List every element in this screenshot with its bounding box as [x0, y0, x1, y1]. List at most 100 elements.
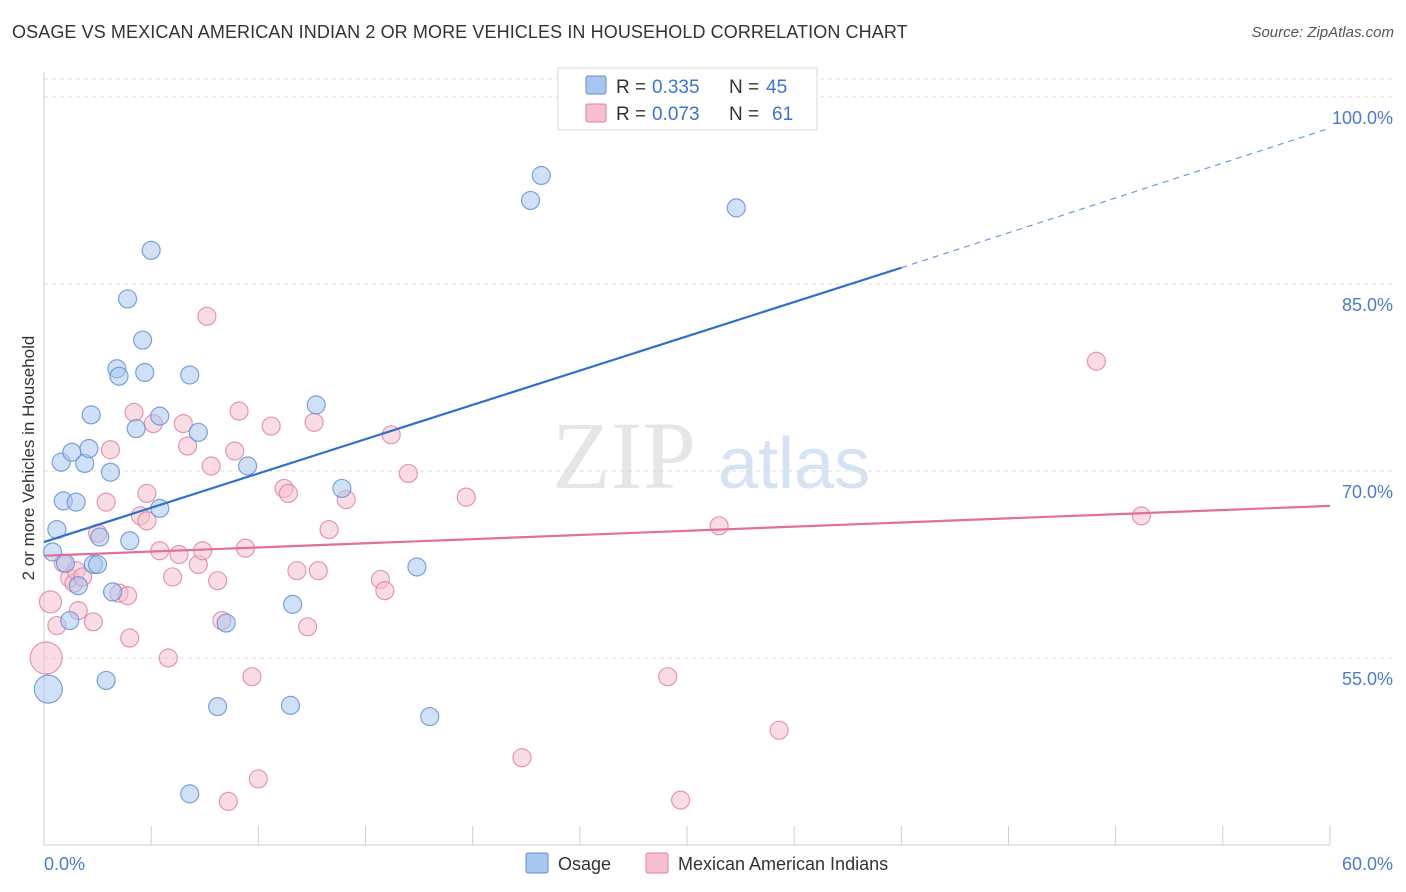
mexican-american-indians-trend-line: [43, 504, 1331, 557]
osage-point: [132, 330, 153, 350]
legend-n-value-osage: 45: [766, 77, 787, 98]
mexican-american-indians-point: [137, 483, 157, 504]
mexican-american-indians-point: [208, 571, 228, 591]
osage-point: [188, 422, 208, 442]
osage-point: [135, 362, 155, 383]
osage-point: [102, 582, 123, 602]
legend-r-label-mex: R =: [616, 104, 646, 125]
osage-point: [180, 365, 200, 385]
legend-n-label-mex: N =: [729, 104, 759, 125]
legend-r-value-mex: 0.073: [652, 104, 700, 125]
series-osage: [33, 165, 746, 804]
legend-n-label-osage: N =: [729, 77, 759, 98]
mexican-american-indians-point: [456, 487, 476, 507]
osage-point: [283, 594, 303, 614]
osage-point: [726, 198, 746, 218]
mexican-american-indians-point: [201, 456, 221, 476]
legend-swatch-osage: [585, 75, 607, 95]
x-tick-label-min: 0.0%: [44, 854, 85, 874]
mexican-american-indians-point: [38, 590, 63, 614]
correlation-legend: R = 0.335 N = 45 R = 0.073 N = 61: [557, 67, 818, 131]
mexican-american-indians-point: [137, 511, 157, 531]
osage-point: [150, 406, 170, 426]
bottom-legend-swatch-osage: [525, 852, 549, 874]
osage-point: [100, 462, 121, 482]
osage-point: [520, 190, 541, 211]
series-mexican-american-indians: [29, 306, 1151, 811]
mexican-american-indians-point: [229, 401, 249, 421]
mexican-american-indians-point: [158, 648, 178, 668]
osage-point: [126, 418, 146, 439]
mexican-american-indians-point: [319, 519, 339, 540]
trend-lines: [43, 127, 1331, 557]
mexican-american-indians-point: [375, 581, 395, 601]
mexican-american-indians-point: [287, 561, 307, 581]
osage-point: [55, 553, 76, 573]
y-tick-label: 100.0%: [1332, 108, 1393, 128]
y-tick-label: 55.0%: [1342, 669, 1393, 689]
mexican-american-indians-point: [670, 790, 691, 810]
mexican-american-indians-point: [278, 483, 298, 504]
legend-r-value-osage: 0.335: [652, 77, 700, 98]
mexican-american-indians-point: [769, 720, 789, 740]
mexican-american-indians-point: [248, 769, 268, 789]
mexican-american-indians-point: [218, 791, 238, 811]
osage-trend-extension: [901, 127, 1331, 269]
watermark-atlas: atlas: [718, 424, 870, 504]
mexican-american-indians-point: [197, 306, 217, 326]
legend-swatch-mexican-american-indians: [585, 103, 607, 123]
x-tick-label-max: 60.0%: [1342, 854, 1393, 874]
watermark-zip: ZIP: [552, 402, 696, 509]
chart-title: OSAGE VS MEXICAN AMERICAN INDIAN 2 OR MO…: [12, 22, 908, 42]
osage-point: [208, 697, 228, 717]
osage-point: [68, 576, 88, 596]
mexican-american-indians-point: [1131, 506, 1151, 526]
osage-point: [332, 478, 352, 499]
y-tick-label: 85.0%: [1342, 295, 1393, 315]
mexican-american-indians-point: [304, 412, 324, 432]
osage-point: [90, 527, 110, 547]
y-axis-tick-labels: 55.0% 70.0% 85.0% 100.0%: [1332, 108, 1393, 689]
mexican-american-indians-point: [124, 402, 144, 422]
mexican-american-indians-point: [178, 436, 198, 456]
mexican-american-indians-point: [398, 463, 418, 484]
mexican-american-indians-point: [512, 748, 532, 768]
mexican-american-indians-point: [709, 516, 729, 536]
osage-point: [120, 531, 140, 551]
mexican-american-indians-point: [100, 440, 121, 460]
bottom-legend-swatch-mex: [645, 852, 669, 874]
mexican-american-indians-point: [308, 561, 328, 581]
osage-point: [420, 706, 440, 727]
osage-point: [87, 554, 108, 575]
legend-r-label-osage: R =: [616, 77, 646, 98]
mexican-american-indians-point: [96, 492, 116, 512]
osage-point: [109, 366, 129, 386]
osage-point: [96, 670, 116, 691]
osage-trend-line: [43, 266, 902, 544]
osage-point: [60, 610, 80, 631]
legend-n-value-mex: 61: [772, 104, 793, 125]
y-tick-label: 70.0%: [1342, 482, 1393, 502]
osage-point: [79, 438, 99, 459]
osage-point: [33, 674, 63, 704]
osage-point: [180, 784, 200, 804]
mexican-american-indians-point: [83, 612, 103, 632]
osage-point: [306, 395, 326, 415]
osage-point: [141, 240, 161, 260]
source-label: Source: ZipAtlas.com: [1251, 24, 1394, 41]
mexican-american-indians-point: [225, 441, 245, 461]
mexican-american-indians-point: [298, 617, 318, 637]
mexican-american-indians-point: [169, 544, 189, 565]
mexican-american-indians-point: [163, 567, 183, 587]
osage-point: [531, 165, 551, 186]
mexican-american-indians-point: [242, 667, 262, 687]
mexican-american-indians-point: [658, 667, 678, 687]
mexican-american-indians-point: [29, 641, 63, 675]
y-axis-label: 2 or more Vehicles in Household: [19, 336, 38, 581]
bottom-legend-label-mex: Mexican American Indians: [678, 854, 888, 874]
gridlines: [44, 78, 1393, 659]
mexican-american-indians-point: [120, 628, 140, 648]
osage-point: [280, 695, 301, 715]
osage-point: [238, 456, 258, 476]
